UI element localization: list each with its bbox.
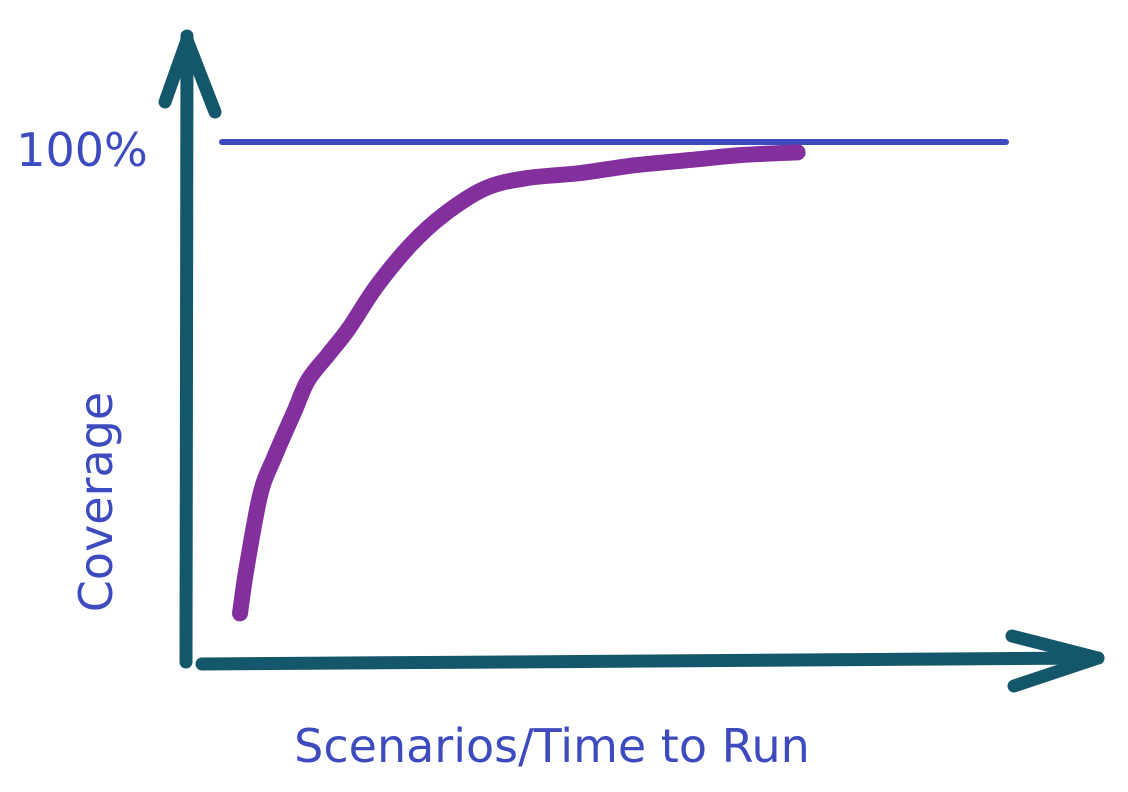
series-line [232, 144, 806, 622]
y-axis-label: Coverage [69, 392, 123, 612]
y-axis-line [179, 29, 194, 669]
x-axis-label: Scenarios/Time to Run [294, 719, 810, 773]
y-axis-arrowhead [158, 33, 222, 119]
x-axis-arrowhead [1005, 629, 1105, 693]
y-tick-label-100: 100% [16, 123, 148, 177]
x-axis-line [195, 651, 1105, 671]
axes [158, 29, 1105, 693]
